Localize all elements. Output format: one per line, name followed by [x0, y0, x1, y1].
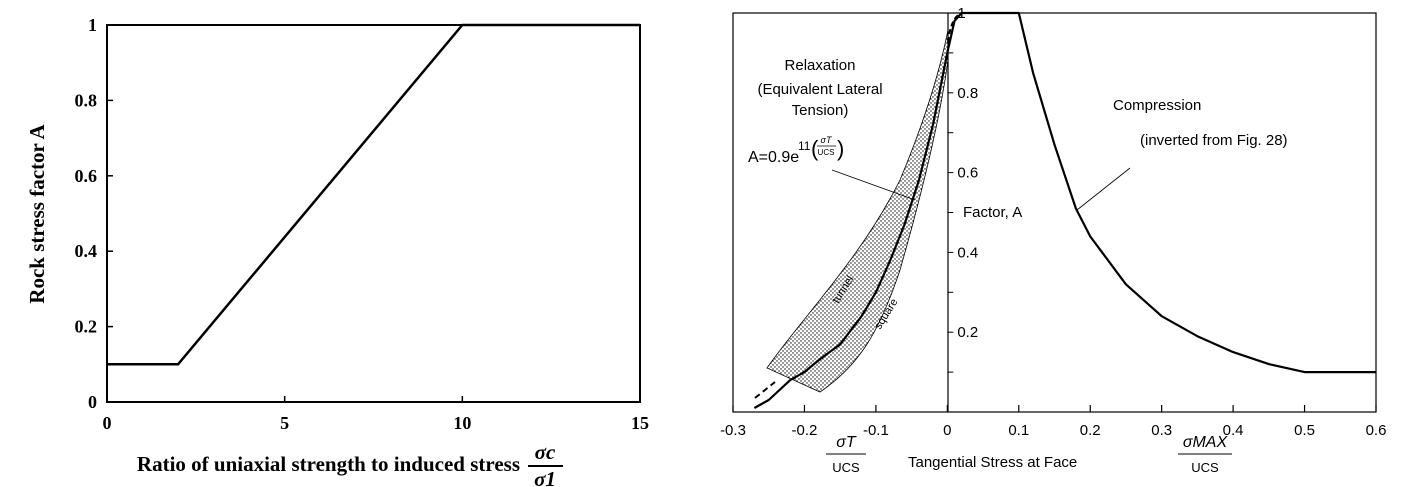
formula-numerator: σT: [821, 135, 833, 145]
left-series-line: [107, 23, 640, 366]
inverted-from-label: (inverted from Fig. 28): [1140, 132, 1288, 149]
relaxation-curve: [753, 52, 949, 409]
left-x-tick-label: 15: [631, 413, 649, 433]
left-x-tick-label: 0: [103, 413, 112, 433]
sigma-t-numerator: σT: [836, 434, 857, 451]
right-x-tick-label: 0: [943, 422, 951, 439]
right-x-tick-label: -0.1: [863, 422, 889, 439]
formula-base: A=0.9e: [748, 149, 799, 166]
left-y-axis-label: Rock stress factor A: [25, 123, 49, 303]
right-y-axis-label: Factor, A: [963, 204, 1022, 221]
right-y-tick-label: 0.4: [957, 244, 978, 261]
relaxation-dashed-extension: [754, 381, 776, 399]
left-y-tick-label: 0.2: [75, 317, 98, 337]
right-x-tick-label: 0.2: [1080, 422, 1101, 439]
compression-curve: [946, 11, 1376, 374]
right-x-tick-label: 0.1: [1008, 422, 1029, 439]
left-y-tick-label: 0.8: [75, 90, 98, 110]
left-y-tick-label: 1: [88, 15, 97, 35]
right-x-tick-label: 0.4: [1223, 422, 1244, 439]
right-chart: -0.3 -0.2 -0.1 0 0.1 0.2 0.3 0.4 0.5 0.6 0.2 0.4 0.6…: [720, 5, 1386, 475]
formula-paren-right: ): [837, 136, 844, 161]
right-x-tick-label: 0.5: [1294, 422, 1315, 439]
right-plot-frame: [732, 12, 1377, 413]
formula-leader-line: [831, 169, 916, 201]
peak-dashed-segment: [947, 12, 963, 43]
left-x-tick-label: 5: [280, 413, 289, 433]
formula-exponent: 11: [798, 139, 811, 153]
left-y-tick-label: 0.6: [75, 166, 98, 186]
relaxation-label: Relaxation: [785, 57, 856, 74]
left-chart: 0 5 10 15 0 0.2 0.4 0.6 0.8 1 Rock stress factor …: [25, 15, 649, 487]
left-y-tick-label: 0.4: [75, 241, 98, 261]
left-plot-frame: [106, 24, 641, 403]
left-x-axis-label: Ratio of uniaxial strength to induced st…: [137, 452, 520, 476]
right-y-tick-label: 0.2: [957, 324, 978, 341]
right-x-tick-label: 0.6: [1366, 422, 1387, 439]
sigma-max-denominator: UCS: [1191, 460, 1219, 475]
tension-label: Tension): [792, 102, 849, 119]
left-fraction-denominator: σ1: [534, 467, 556, 487]
right-y-tick-label: 0.8: [957, 85, 978, 102]
left-y-tick-label: 0: [88, 392, 97, 412]
right-x-axis-label: Tangential Stress at Face: [908, 454, 1077, 471]
right-y-tick-label: 0.6: [957, 165, 978, 182]
formula-annotation: A=0.9e 11 ( σT UCS ): [748, 135, 844, 166]
right-x-tick-label: -0.3: [720, 422, 746, 439]
left-fraction-numerator: σc: [535, 440, 556, 464]
compression-label: Compression: [1113, 97, 1201, 114]
formula-denominator: UCS: [818, 148, 835, 157]
sigma-t-denominator: UCS: [832, 460, 860, 475]
compression-leader-line: [1076, 167, 1131, 211]
right-x-tick-label: -0.2: [792, 422, 818, 439]
formula-paren-left: (: [811, 136, 819, 161]
right-stress-fraction: σMAX UCS: [1178, 434, 1232, 475]
sigma-max-numerator: σMAX: [1183, 434, 1229, 451]
left-x-tick-label: 10: [453, 413, 471, 433]
left-stress-fraction: σT UCS: [826, 434, 866, 475]
equivalent-lateral-label: (Equivalent Lateral: [757, 81, 882, 98]
right-x-tick-label: 0.3: [1151, 422, 1172, 439]
left-x-label-fraction: σc σ1: [528, 440, 563, 487]
